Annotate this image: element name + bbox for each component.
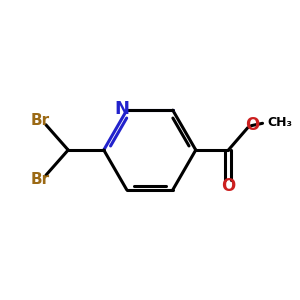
Text: O: O xyxy=(245,116,260,134)
Text: Br: Br xyxy=(30,113,50,128)
Text: N: N xyxy=(115,100,130,118)
Text: Br: Br xyxy=(30,172,50,187)
Text: CH₃: CH₃ xyxy=(268,116,292,129)
Text: O: O xyxy=(221,177,236,195)
